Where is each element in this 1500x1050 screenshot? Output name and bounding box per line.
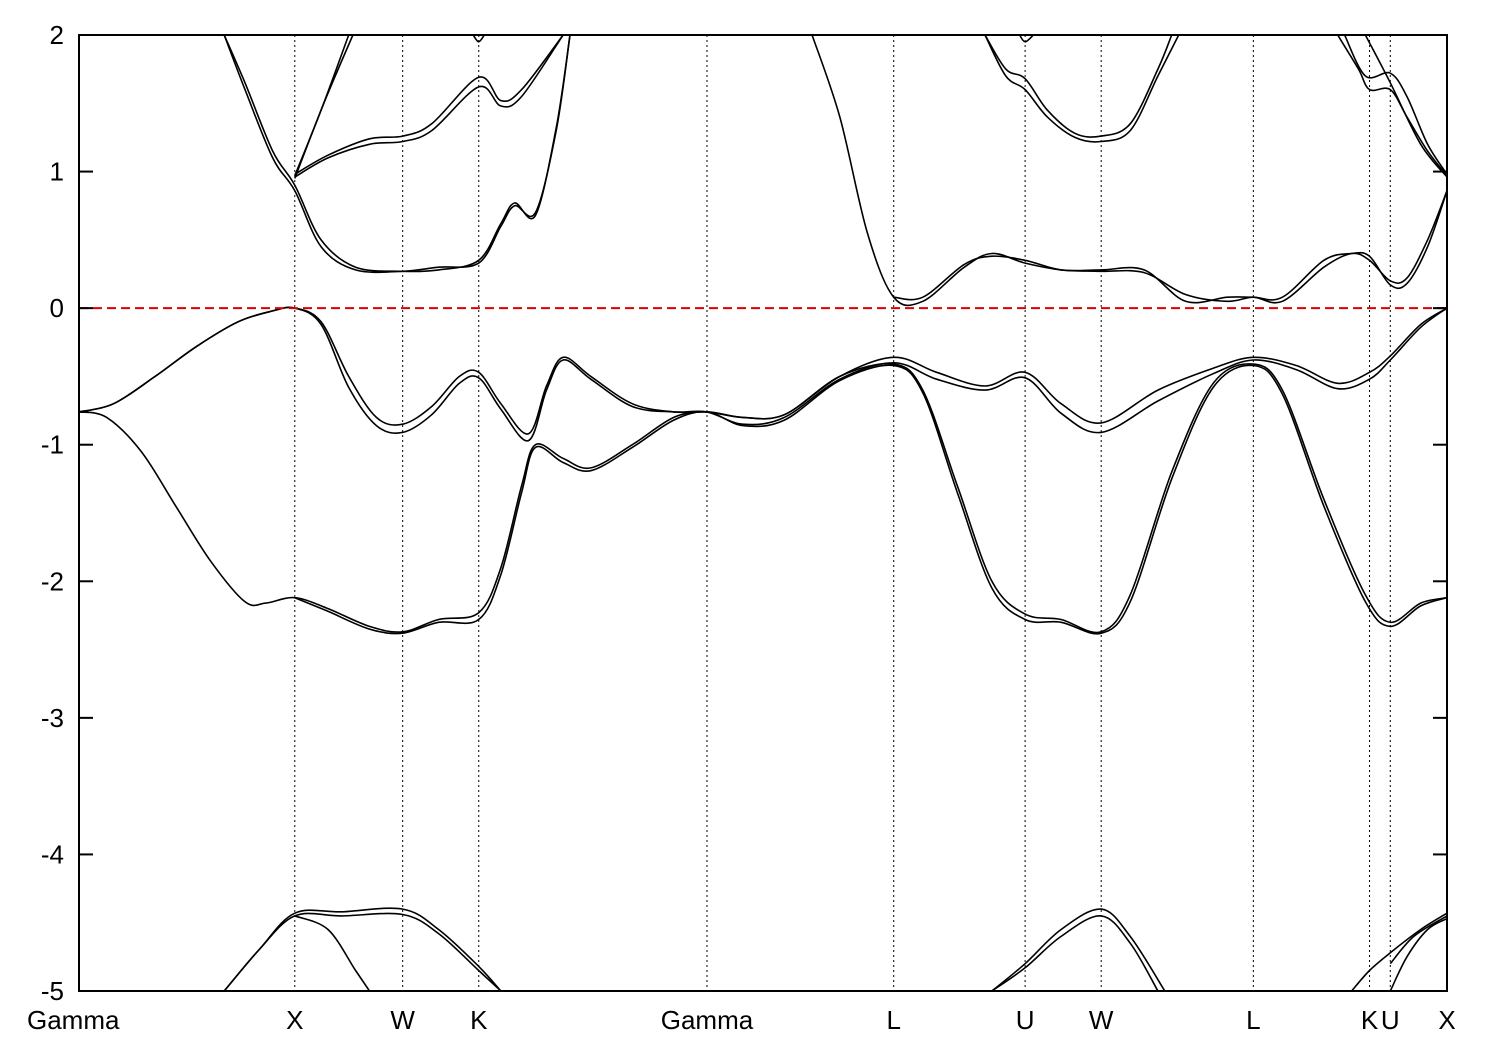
- kpoint-label: L: [1246, 1005, 1260, 1035]
- kpoint-label: Gamma: [661, 1005, 754, 1035]
- band-line-6: [294, 915, 371, 991]
- kpoint-label: U: [1016, 1005, 1035, 1035]
- band-line-21: [984, 35, 1173, 138]
- plot-frame: [78, 34, 1448, 992]
- band-line-11: [1389, 915, 1447, 965]
- kpoint-label: W: [1089, 1005, 1114, 1035]
- y-tick-label: -2: [41, 566, 64, 596]
- band-line-9: [1351, 912, 1447, 991]
- band-line-4: [223, 907, 502, 991]
- band-curves: [79, 35, 1447, 991]
- y-tick-label: -1: [41, 430, 64, 460]
- kpoint-label: W: [390, 1005, 415, 1035]
- band-line-19: [893, 190, 1447, 304]
- band-line-7: [991, 908, 1166, 991]
- band-line-15: [294, 35, 564, 175]
- band-line-1: [79, 306, 1447, 442]
- kpoint-label: X: [1438, 1005, 1455, 1035]
- y-tick-label: -5: [41, 976, 64, 1006]
- y-tick-label: -3: [41, 703, 64, 733]
- band-line-3: [294, 364, 1447, 635]
- band-line-14: [294, 35, 564, 178]
- band-line-10: [1389, 917, 1447, 991]
- band-line-23: [1343, 35, 1447, 175]
- y-tick-label: 0: [50, 293, 64, 323]
- band-line-26: [472, 35, 485, 43]
- band-line-22: [1337, 35, 1447, 177]
- band-line-16: [294, 35, 350, 176]
- band-line-17: [294, 35, 354, 179]
- band-line-13: [223, 35, 571, 273]
- kpoint-label: Gamma: [27, 1005, 120, 1035]
- band-line-5: [223, 912, 502, 991]
- kpoint-label: K: [1361, 1005, 1379, 1035]
- band-line-8: [991, 915, 1159, 991]
- band-line-2: [79, 362, 1447, 634]
- x-axis-kpoint-labels: Gamma X W K Gamma L U W L K U X: [27, 1005, 1456, 1035]
- band-line-20: [984, 35, 1180, 143]
- y-tick-label: 2: [50, 20, 64, 50]
- y-tick-label: -4: [41, 839, 64, 869]
- band-line-0: [79, 306, 1447, 435]
- y-axis-ticks: 2 1 0 -1 -2 -3 -4 -5: [41, 20, 1447, 1006]
- kpoint-label: U: [1381, 1005, 1400, 1035]
- band-line-18: [811, 35, 1447, 307]
- band-line-12: [223, 35, 571, 274]
- band-line-24: [1364, 35, 1447, 178]
- band-line-25: [1018, 35, 1034, 43]
- high-symmetry-lines: [294, 35, 1391, 991]
- kpoint-label: K: [470, 1005, 488, 1035]
- y-tick-label: 1: [50, 157, 64, 187]
- kpoint-label: L: [886, 1005, 900, 1035]
- kpoint-label: X: [286, 1005, 303, 1035]
